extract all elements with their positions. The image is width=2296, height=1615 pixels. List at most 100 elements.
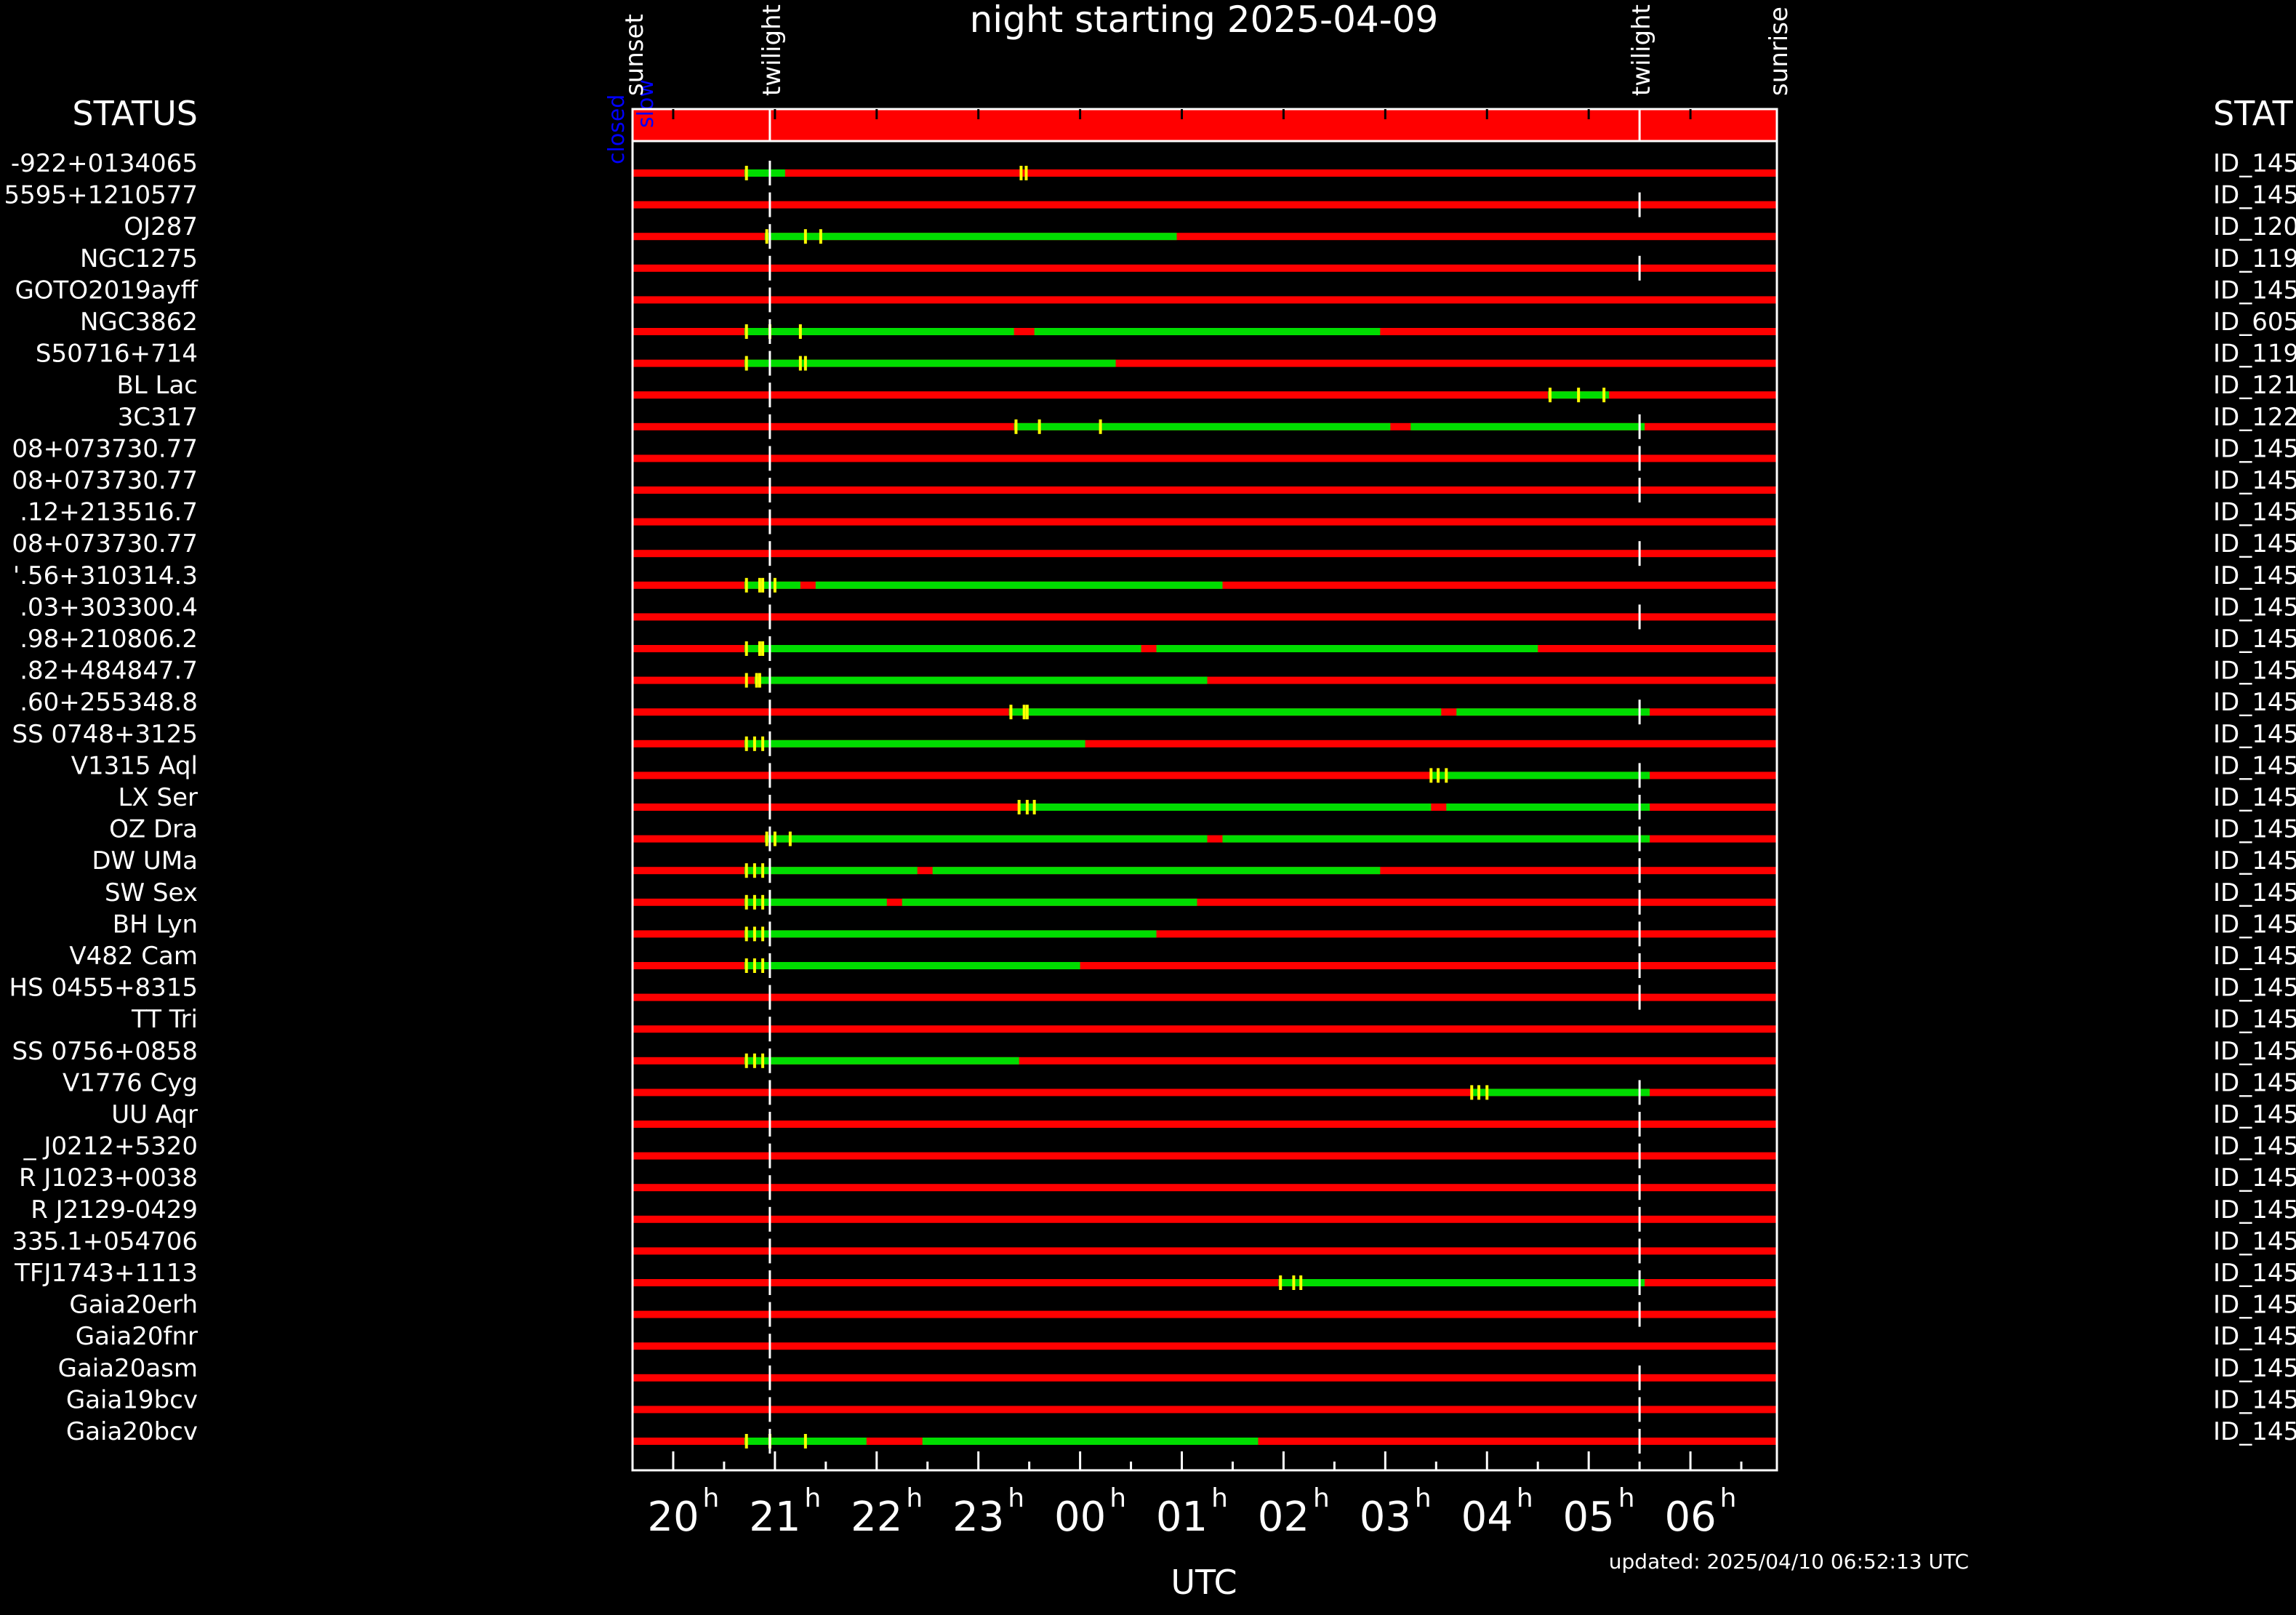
twilight-tick xyxy=(768,319,771,344)
unobservable-bar xyxy=(633,1152,1777,1160)
unobservable-bar xyxy=(633,201,1777,209)
target-id: ID_145 xyxy=(2213,1291,2296,1320)
target-id: ID_145 xyxy=(2213,815,2296,844)
unobservable-bar xyxy=(633,1215,1777,1223)
target-id: ID_119 xyxy=(2213,340,2296,369)
twilight-tick xyxy=(1638,1175,1641,1201)
target-row: V1315 Aql ID_145 xyxy=(71,751,2296,788)
left-status-header: STATUS xyxy=(72,94,198,133)
unobservable-bar xyxy=(633,930,1777,938)
observable-segment xyxy=(1222,835,1650,843)
target-id: ID_120 xyxy=(2213,212,2296,241)
unobservable-bar xyxy=(633,233,1777,241)
unobservable-bar xyxy=(633,1057,1777,1065)
twilight-tick xyxy=(768,414,771,439)
unobservable-bar xyxy=(633,1279,1777,1286)
observation-marker xyxy=(1279,1275,1283,1290)
target-row: SS 0756+0858 ID_145 xyxy=(12,1037,2296,1073)
observable-segment xyxy=(764,233,1177,241)
observable-segment xyxy=(754,676,1208,684)
observation-marker xyxy=(752,736,756,751)
unobservable-bar xyxy=(633,1310,1777,1318)
observation-marker xyxy=(1485,1085,1489,1100)
twilight-tick xyxy=(768,1048,771,1073)
observation-marker xyxy=(1577,388,1581,403)
twilight-tick xyxy=(1638,1143,1641,1169)
target-row: HS 0455+8315 ID_145 xyxy=(9,974,2296,1010)
twilight-tick xyxy=(1638,921,1641,947)
observable-segment xyxy=(1019,804,1432,811)
unobservable-bar xyxy=(633,1025,1777,1033)
observation-marker xyxy=(1470,1085,1474,1100)
observation-marker xyxy=(761,926,765,942)
twilight-tick xyxy=(768,1206,771,1232)
observable-segment xyxy=(744,740,1085,748)
twilight-tick xyxy=(768,1080,771,1105)
target-id: ID_145 xyxy=(2213,561,2296,590)
target-name: Gaia20fnr xyxy=(76,1322,198,1351)
target-id: ID_145 xyxy=(2213,466,2296,495)
x-tick-label: 22 xyxy=(851,1494,902,1541)
target-id: ID_145 xyxy=(2213,1163,2296,1193)
target-id: ID_605 xyxy=(2213,308,2296,337)
target-id: ID_145 xyxy=(2213,783,2296,812)
observation-marker xyxy=(761,958,765,973)
target-row: SS 0748+3125 ID_145 xyxy=(12,720,2296,756)
target-name: 3C317 xyxy=(118,403,198,432)
observation-marker xyxy=(1548,388,1552,403)
observation-marker xyxy=(1025,705,1029,720)
unobservable-bar xyxy=(633,993,1777,1001)
target-row: Gaia20bcv ID_145 xyxy=(66,1417,2296,1454)
twilight-tick xyxy=(768,1429,771,1454)
twilight-tick xyxy=(1638,192,1641,217)
target-name: BL Lac xyxy=(116,371,198,400)
observable-segment xyxy=(1446,804,1650,811)
target-name: V1776 Cyg xyxy=(63,1068,198,1097)
x-tick-superscript: h xyxy=(703,1483,720,1513)
plot-frame xyxy=(631,108,1778,1472)
observation-marker xyxy=(1292,1275,1296,1290)
target-row: _ J0212+5320 ID_145 xyxy=(23,1132,2296,1169)
twilight-tick xyxy=(768,636,771,661)
target-id: ID_145 xyxy=(2213,181,2296,210)
twilight-tick xyxy=(1638,763,1641,788)
twilight-tick xyxy=(1638,255,1641,281)
unobservable-bar xyxy=(633,898,1777,906)
twilight-tick xyxy=(768,1302,771,1327)
observation-marker xyxy=(761,894,765,910)
twilight-tick xyxy=(1638,1206,1641,1232)
twilight-tick xyxy=(1638,889,1641,915)
observation-marker xyxy=(1019,166,1023,180)
observation-marker xyxy=(1445,768,1448,783)
target-id: ID_145 xyxy=(2213,593,2296,622)
dome-status-label-slow: slow xyxy=(633,79,659,128)
observable-segment xyxy=(744,359,1116,367)
unobservable-bar xyxy=(633,454,1777,462)
twilight-tick xyxy=(768,700,771,725)
observation-marker xyxy=(755,673,758,688)
observation-marker xyxy=(744,673,748,688)
unobservable-bar xyxy=(633,1406,1777,1414)
event-label-twilight: twilight xyxy=(758,4,787,96)
updated-timestamp: updated: 2025/04/10 06:52:13 UTC xyxy=(1609,1550,1969,1574)
observation-marker xyxy=(752,1053,756,1068)
twilight-tick xyxy=(768,763,771,788)
target-row: Gaia20fnr ID_145 xyxy=(76,1322,2296,1359)
twilight-tick xyxy=(1638,1365,1641,1390)
observation-marker xyxy=(744,863,748,878)
unobservable-bar xyxy=(633,264,1777,272)
observable-segment xyxy=(744,581,800,589)
observable-segment xyxy=(922,1438,1259,1445)
twilight-tick xyxy=(768,1238,771,1264)
observable-segment xyxy=(744,645,1141,652)
unobservable-bar xyxy=(633,1247,1777,1255)
observable-segment xyxy=(744,930,1157,938)
target-name: 08+073730.77 xyxy=(12,466,198,495)
twilight-tick xyxy=(768,287,771,313)
target-name: .03+303300.4 xyxy=(20,593,198,622)
target-name: GOTO2019ayff xyxy=(15,276,198,305)
observation-marker xyxy=(1299,1275,1303,1290)
target-id: ID_145 xyxy=(2213,1385,2296,1414)
target-id: ID_145 xyxy=(2213,1132,2296,1161)
twilight-tick xyxy=(1638,1302,1641,1327)
